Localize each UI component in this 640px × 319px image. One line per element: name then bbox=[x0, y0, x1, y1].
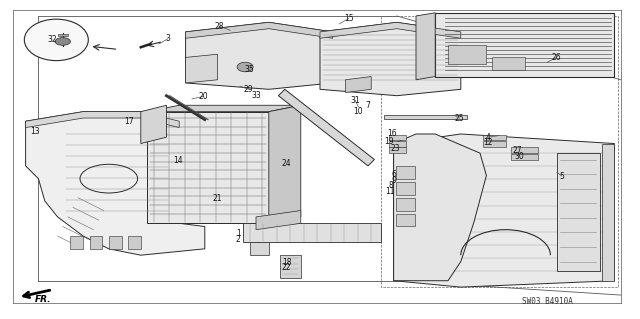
Polygon shape bbox=[394, 134, 486, 281]
Text: 30: 30 bbox=[515, 152, 525, 161]
Polygon shape bbox=[109, 236, 122, 249]
Text: 5: 5 bbox=[559, 172, 564, 181]
Polygon shape bbox=[396, 214, 415, 226]
Text: 16: 16 bbox=[387, 130, 397, 138]
Polygon shape bbox=[256, 211, 301, 230]
Text: 11: 11 bbox=[386, 187, 395, 196]
Polygon shape bbox=[26, 112, 179, 128]
Text: 26: 26 bbox=[552, 53, 562, 62]
Text: 23: 23 bbox=[390, 144, 401, 153]
Text: 33: 33 bbox=[251, 91, 261, 100]
Text: FR.: FR. bbox=[35, 295, 52, 304]
Circle shape bbox=[55, 38, 70, 45]
Text: 18: 18 bbox=[282, 258, 291, 267]
Text: 7: 7 bbox=[365, 101, 371, 110]
Text: 17: 17 bbox=[124, 117, 134, 126]
Text: 9: 9 bbox=[391, 176, 396, 185]
Polygon shape bbox=[483, 141, 506, 147]
Text: 27: 27 bbox=[512, 146, 522, 155]
Text: 3: 3 bbox=[165, 34, 170, 43]
Polygon shape bbox=[128, 236, 141, 249]
Text: 31: 31 bbox=[350, 96, 360, 105]
Polygon shape bbox=[346, 77, 371, 93]
Polygon shape bbox=[70, 236, 83, 249]
Text: 35: 35 bbox=[244, 65, 255, 74]
Polygon shape bbox=[278, 89, 374, 166]
Polygon shape bbox=[389, 147, 406, 153]
Text: 14: 14 bbox=[173, 156, 183, 165]
Text: 21: 21 bbox=[213, 194, 222, 203]
Polygon shape bbox=[243, 223, 381, 242]
Polygon shape bbox=[396, 166, 415, 179]
Polygon shape bbox=[384, 115, 467, 119]
Polygon shape bbox=[511, 147, 538, 153]
Polygon shape bbox=[448, 45, 486, 64]
Polygon shape bbox=[269, 105, 301, 223]
Polygon shape bbox=[141, 105, 166, 144]
Polygon shape bbox=[26, 112, 205, 255]
Polygon shape bbox=[186, 54, 218, 83]
Text: 4: 4 bbox=[485, 133, 490, 142]
Polygon shape bbox=[320, 22, 461, 96]
Polygon shape bbox=[186, 22, 333, 38]
Polygon shape bbox=[389, 135, 406, 140]
Polygon shape bbox=[492, 57, 525, 70]
Text: SW03 B4910A: SW03 B4910A bbox=[522, 297, 573, 306]
Polygon shape bbox=[557, 153, 600, 271]
Text: 22: 22 bbox=[282, 263, 291, 272]
Polygon shape bbox=[396, 182, 415, 195]
Polygon shape bbox=[90, 236, 102, 249]
Polygon shape bbox=[483, 135, 506, 140]
Polygon shape bbox=[250, 242, 269, 255]
Text: 24: 24 bbox=[282, 159, 292, 168]
Text: 8: 8 bbox=[388, 181, 393, 190]
Polygon shape bbox=[147, 105, 301, 112]
Polygon shape bbox=[511, 154, 538, 160]
Text: 6: 6 bbox=[391, 170, 396, 179]
Polygon shape bbox=[147, 112, 269, 223]
Polygon shape bbox=[320, 22, 461, 38]
Polygon shape bbox=[58, 34, 68, 36]
Text: 19: 19 bbox=[384, 137, 394, 146]
Polygon shape bbox=[435, 13, 614, 77]
Polygon shape bbox=[186, 22, 333, 89]
Polygon shape bbox=[416, 13, 435, 80]
Text: 28: 28 bbox=[214, 22, 223, 31]
Polygon shape bbox=[396, 198, 415, 211]
Polygon shape bbox=[394, 134, 614, 287]
Text: 20: 20 bbox=[198, 92, 209, 101]
Polygon shape bbox=[602, 144, 614, 281]
Text: 29: 29 bbox=[243, 85, 253, 94]
Text: 10: 10 bbox=[353, 107, 364, 116]
Text: 15: 15 bbox=[344, 14, 354, 23]
Text: 13: 13 bbox=[30, 127, 40, 136]
Polygon shape bbox=[280, 255, 301, 278]
Text: 32: 32 bbox=[47, 35, 58, 44]
Ellipse shape bbox=[24, 19, 88, 61]
Ellipse shape bbox=[237, 62, 253, 72]
Text: 2: 2 bbox=[236, 235, 241, 244]
Text: 12: 12 bbox=[483, 138, 492, 147]
Polygon shape bbox=[389, 141, 406, 147]
Text: 25: 25 bbox=[454, 114, 465, 122]
Text: 1: 1 bbox=[236, 229, 241, 238]
